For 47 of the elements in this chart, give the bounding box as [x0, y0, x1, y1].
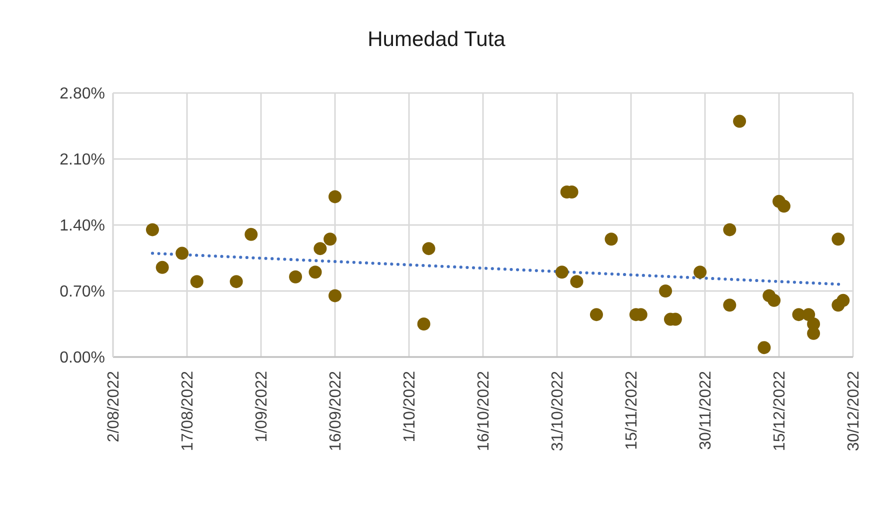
point	[555, 266, 568, 279]
x-tick-label: 15/11/2022	[624, 370, 641, 450]
point	[832, 232, 845, 246]
x-tick-label: 16/10/2022	[476, 370, 493, 452]
y-tick-label: 0.70%	[60, 284, 105, 301]
point	[590, 308, 603, 322]
point	[328, 190, 342, 204]
point	[314, 242, 327, 256]
point	[417, 318, 430, 330]
point	[328, 289, 342, 302]
x-tick-label: 1/09/2022	[254, 370, 271, 442]
point	[308, 266, 322, 279]
point	[422, 242, 436, 256]
point	[694, 266, 707, 279]
point	[723, 298, 736, 312]
point	[723, 223, 736, 236]
point	[146, 223, 159, 236]
point	[758, 341, 771, 354]
point	[190, 275, 204, 288]
y-tick-label: 2.10%	[60, 152, 105, 169]
point	[604, 232, 618, 246]
x-tick-label: 16/09/2022	[328, 370, 345, 452]
point	[807, 326, 820, 340]
point	[324, 232, 337, 246]
point	[176, 246, 189, 260]
point	[659, 284, 672, 298]
x-tick-label: 30/11/2022	[698, 370, 715, 450]
point	[570, 275, 584, 288]
y-tick-label: 2.80%	[60, 86, 105, 103]
point	[802, 308, 816, 322]
y-tick-label: 1.40%	[60, 218, 105, 235]
point	[289, 270, 302, 284]
x-tick-label: 15/12/2022	[772, 370, 789, 452]
x-tick-label: 2/08/2022	[106, 370, 123, 442]
point	[836, 294, 850, 307]
y-tick-label: 0.00%	[60, 350, 105, 367]
x-tick-label: 1/10/2022	[402, 370, 419, 442]
point	[230, 275, 243, 288]
x-tick-label: 30/12/2022	[846, 370, 863, 452]
x-tick-label: 17/08/2022	[180, 370, 197, 452]
point	[733, 114, 746, 128]
point	[777, 200, 790, 213]
point	[156, 260, 169, 274]
chart-title: Humedad Tuta	[366, 28, 506, 52]
point	[244, 228, 258, 241]
point	[768, 294, 781, 307]
x-tick-label: 31/10/2022	[550, 370, 567, 452]
